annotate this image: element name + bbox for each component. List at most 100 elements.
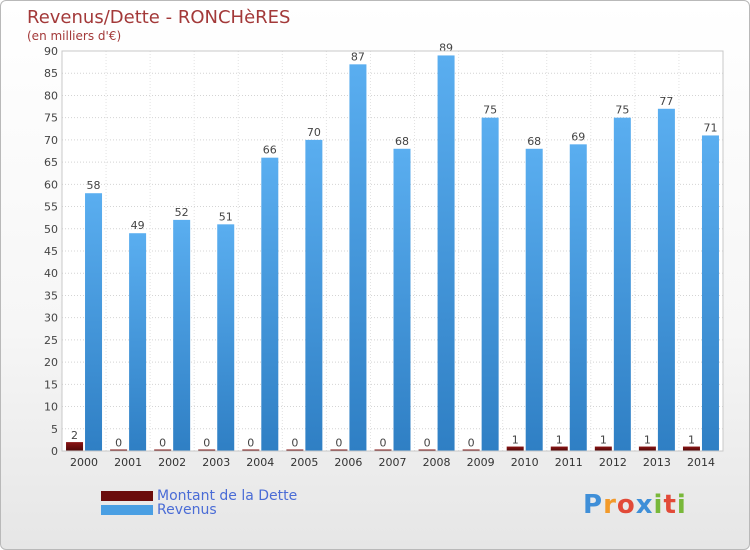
data-label-debt: 1 (644, 434, 651, 447)
data-label-debt: 1 (688, 434, 695, 447)
data-label-debt: 0 (115, 437, 122, 450)
x-tick-label: 2001 (114, 456, 142, 469)
data-label-revenue: 49 (131, 219, 145, 232)
bar-debt (550, 446, 568, 451)
y-tick-label: 80 (44, 89, 58, 102)
data-label-revenue: 58 (87, 179, 101, 192)
x-tick-label: 2014 (687, 456, 715, 469)
chart-title: Revenus/Dette - RONCHèRES (27, 7, 291, 28)
y-tick-label: 20 (44, 356, 58, 369)
data-label-revenue: 52 (175, 206, 189, 219)
data-label-revenue: 51 (219, 210, 233, 223)
bar-revenue (217, 224, 235, 451)
bar-revenue (129, 233, 147, 451)
data-label-revenue: 71 (703, 121, 717, 134)
x-tick-label: 2002 (158, 456, 186, 469)
data-label-revenue: 70 (307, 126, 321, 139)
legend-label-revenue: Revenus (157, 502, 217, 518)
data-label-debt: 0 (203, 437, 210, 450)
bar-revenue (261, 157, 279, 451)
y-tick-label: 75 (44, 112, 58, 125)
y-tick-label: 25 (44, 334, 58, 347)
y-tick-label: 45 (44, 245, 58, 258)
logo-letter: x (635, 490, 654, 520)
y-tick-label: 70 (44, 134, 58, 147)
bar-debt (638, 446, 656, 451)
data-label-revenue: 87 (351, 50, 365, 63)
bar-debt (110, 449, 128, 451)
bar-revenue (393, 148, 411, 451)
bar-debt (506, 446, 524, 451)
x-tick-label: 2000 (70, 456, 98, 469)
bar-revenue (349, 64, 367, 452)
x-tick-label: 2009 (467, 456, 495, 469)
y-tick-label: 40 (44, 267, 58, 280)
bar-debt (286, 449, 304, 451)
proxiti-logo: Proxiti (583, 490, 687, 520)
data-label-debt: 1 (512, 434, 519, 447)
bar-debt (462, 449, 480, 451)
bar-debt (418, 449, 436, 451)
y-tick-label: 85 (44, 67, 58, 80)
bar-revenue (85, 193, 103, 451)
logo-letter: i (653, 490, 664, 520)
bar-revenue (481, 117, 499, 452)
bar-debt (66, 442, 84, 451)
bar-debt (330, 449, 348, 451)
data-label-revenue: 75 (615, 104, 629, 117)
logo-letter: r (603, 490, 617, 520)
data-label-revenue: 75 (483, 104, 497, 117)
y-tick-label: 5 (51, 423, 58, 436)
bar-revenue (569, 144, 587, 452)
bar-debt (154, 449, 172, 451)
x-tick-label: 2005 (290, 456, 318, 469)
bar-revenue (657, 108, 675, 452)
bar-debt (198, 449, 216, 451)
bar-debt (682, 446, 700, 451)
data-label-debt: 0 (159, 437, 166, 450)
legend-swatch-revenue (101, 505, 153, 515)
data-label-debt: 0 (247, 437, 254, 450)
y-tick-label: 35 (44, 289, 58, 302)
legend-label-debt: Montant de la Dette (157, 488, 298, 504)
data-label-debt: 0 (291, 437, 298, 450)
data-label-revenue: 89 (439, 41, 453, 54)
y-tick-label: 0 (51, 445, 58, 458)
data-label-revenue: 68 (395, 135, 409, 148)
bar-debt (594, 446, 612, 451)
bar-revenue (437, 55, 455, 451)
logo-letter: P (583, 490, 604, 520)
data-label-revenue: 69 (571, 130, 585, 143)
logo-letter: o (616, 490, 636, 520)
chart-subtitle: (en milliers d'€) (27, 29, 122, 43)
data-label-revenue: 66 (263, 144, 277, 157)
y-tick-label: 65 (44, 156, 58, 169)
bar-revenue (525, 148, 543, 451)
x-tick-label: 2012 (599, 456, 627, 469)
bar-debt (242, 449, 260, 451)
y-tick-label: 10 (44, 401, 58, 414)
data-label-debt: 2 (71, 429, 78, 442)
y-tick-label: 60 (44, 178, 58, 191)
data-label-debt: 0 (468, 437, 475, 450)
y-tick-label: 50 (44, 223, 58, 236)
bar-debt (374, 449, 392, 451)
legend-item-revenue: Revenus (101, 502, 217, 518)
y-tick-label: 30 (44, 312, 58, 325)
x-tick-label: 2010 (511, 456, 539, 469)
legend-item-debt: Montant de la Dette (101, 488, 298, 504)
data-label-debt: 0 (424, 437, 431, 450)
bar-revenue (173, 219, 191, 451)
y-tick-label: 55 (44, 201, 58, 214)
bar-revenue (305, 139, 323, 451)
x-tick-label: 2008 (423, 456, 451, 469)
data-label-debt: 1 (556, 434, 563, 447)
data-label-revenue: 77 (659, 95, 673, 108)
data-label-debt: 1 (600, 434, 607, 447)
bar-revenue (613, 117, 631, 452)
data-label-debt: 0 (335, 437, 342, 450)
logo-letter: t (663, 490, 677, 520)
y-tick-label: 90 (44, 45, 58, 58)
